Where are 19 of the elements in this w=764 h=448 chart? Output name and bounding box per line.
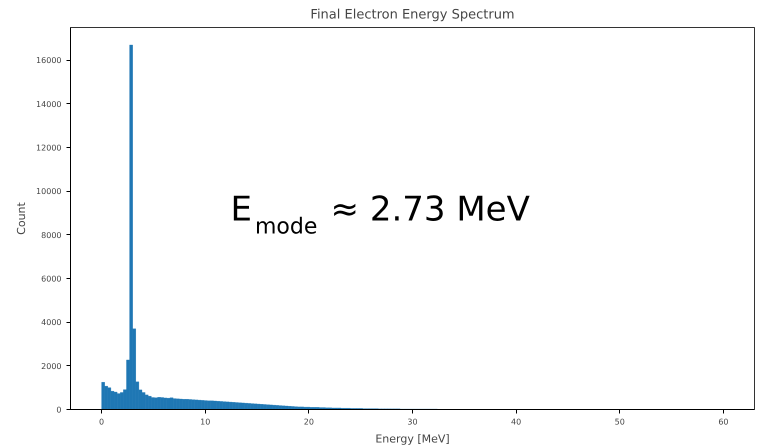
x-tick-label: 20 — [304, 418, 314, 426]
y-axis-title: Count — [15, 201, 28, 235]
y-tick-label: 4000 — [41, 318, 62, 328]
y-tick-label: 6000 — [41, 274, 62, 284]
y-tick-label: 14000 — [36, 100, 62, 109]
x-tick-label: 30 — [407, 418, 418, 426]
chart-title: Final Electron Energy Spectrum — [310, 8, 515, 22]
y-tick-label: 16000 — [36, 56, 62, 66]
x-tick-label: 40 — [511, 418, 522, 426]
x-tick-label: 60 — [718, 418, 729, 426]
x-axis-title: Energy [MeV] — [375, 432, 450, 446]
y-tick-label: 10000 — [36, 187, 62, 196]
y-tick-label: 2000 — [41, 362, 62, 371]
y-tick-label: 0 — [56, 406, 62, 414]
y-tick-label: 12000 — [36, 144, 62, 153]
x-tick-label: 10 — [200, 418, 210, 426]
x-tick-label: 50 — [614, 418, 625, 426]
x-tick-label: 0 — [99, 418, 104, 426]
y-tick-label: 8000 — [41, 230, 62, 240]
